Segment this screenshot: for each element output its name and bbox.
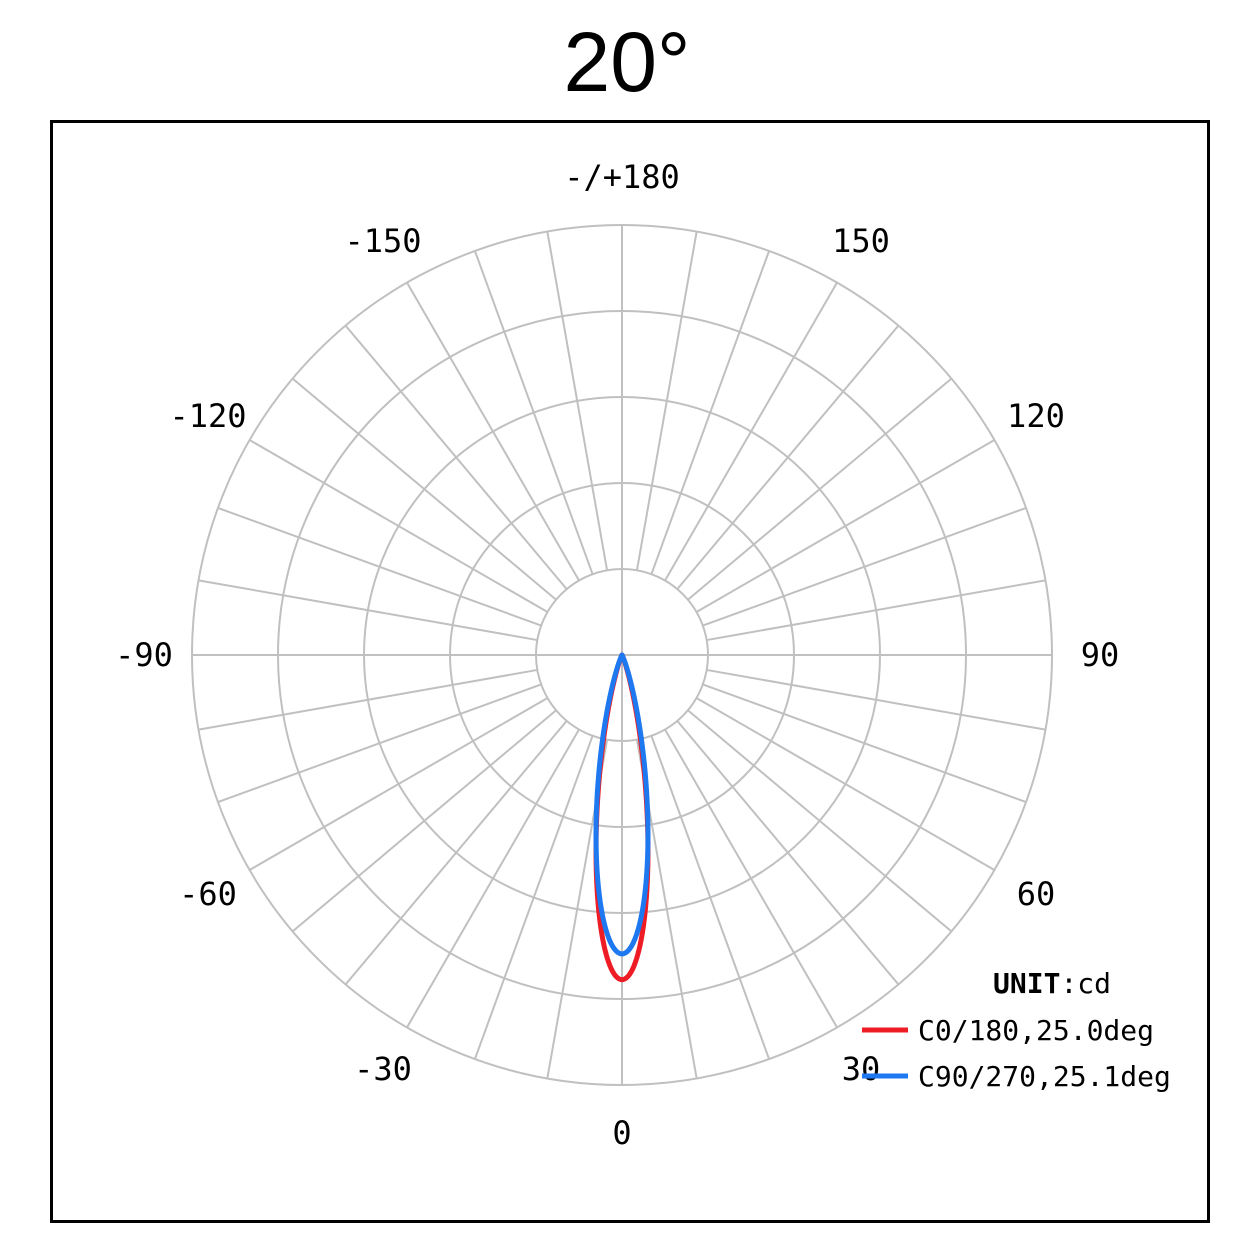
angle-label: -120 (170, 397, 247, 435)
angle-label: 90 (1081, 636, 1120, 674)
grid-spoke (676, 324, 900, 590)
angle-label: 0 (612, 1114, 631, 1152)
angle-label: -90 (115, 636, 173, 674)
grid-spoke (702, 506, 1027, 627)
grid-spoke (344, 720, 568, 986)
grid-spoke (198, 579, 538, 642)
legend-unit: UNIT:cd (993, 967, 1111, 1000)
angle-label: 120 (1007, 397, 1065, 435)
angle-label: -60 (179, 875, 237, 913)
grid-spoke (217, 506, 542, 627)
grid-spoke (473, 735, 594, 1060)
plot-frame (50, 120, 1210, 1223)
angle-label: 60 (1017, 875, 1056, 913)
angle-labels: -/+180 150 -150 120 -120 90 -90 60 -60 30 -30 0 (115, 158, 1119, 1152)
grid-spoke (546, 231, 609, 571)
grid-spoke (664, 282, 838, 582)
grid-spoke (249, 697, 549, 871)
grid-spoke (664, 728, 838, 1028)
grid-spoke (676, 720, 900, 986)
grid-spoke (695, 439, 995, 613)
grid-spoke (291, 377, 557, 601)
legend-label-c90: C90/270,25.1deg (918, 1060, 1171, 1093)
grid-spoke (217, 683, 542, 804)
grid-spoke (344, 324, 568, 590)
polar-grid (191, 224, 1053, 1086)
grid-spoke (291, 709, 557, 933)
grid-spoke (198, 668, 538, 731)
grid-spoke (635, 231, 698, 571)
legend-label-c0: C0/180,25.0deg (918, 1014, 1154, 1047)
grid-spoke (706, 579, 1046, 642)
grid-spoke (687, 377, 953, 601)
grid-spoke (473, 250, 594, 575)
angle-label: 30 (842, 1050, 881, 1088)
intensity-curves (593, 652, 651, 983)
legend: UNIT:cd C0/180,25.0deg C90/270,25.1deg (862, 967, 1171, 1093)
angle-label: -150 (344, 222, 421, 260)
grid-spoke (706, 668, 1046, 731)
grid-spoke (687, 709, 953, 933)
grid-spoke (249, 439, 549, 613)
grid-spoke (650, 250, 771, 575)
angle-label: 150 (832, 222, 890, 260)
grid-spoke (406, 282, 580, 582)
angle-label: -30 (354, 1050, 412, 1088)
grid-spoke (406, 728, 580, 1028)
angle-label: -/+180 (564, 158, 680, 196)
series-curve-1 (593, 652, 651, 957)
grid-spoke (695, 697, 995, 871)
grid-spoke (702, 683, 1027, 804)
grid-spoke (650, 735, 771, 1060)
chart-title: 20° (563, 15, 691, 109)
